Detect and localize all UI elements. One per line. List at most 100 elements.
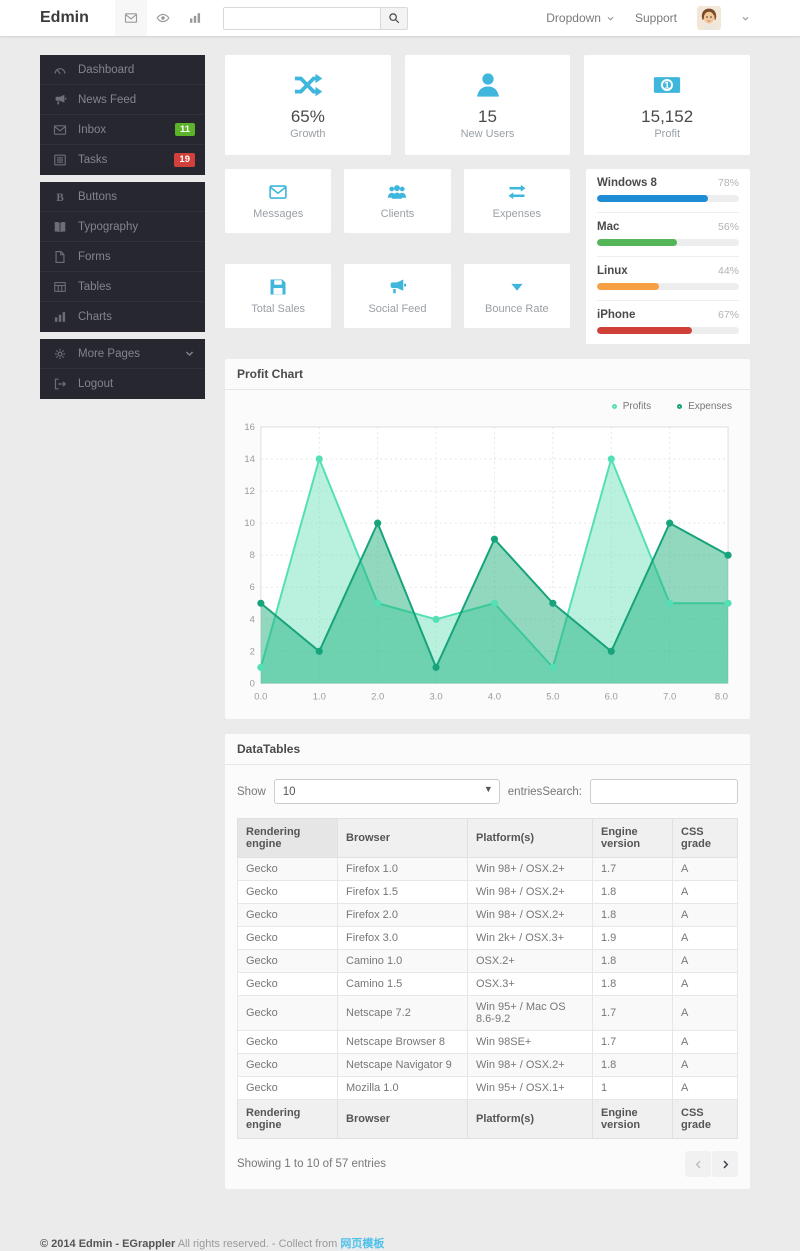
gear-icon: [53, 347, 67, 361]
stat-card-new-users: 15 New Users: [404, 55, 571, 155]
stat-label: New Users: [460, 128, 515, 140]
sidebar-item-inbox[interactable]: Inbox 11: [40, 115, 205, 145]
table-cell: Mozilla 1.0: [337, 1076, 468, 1101]
sidebar-item-dashboard[interactable]: Dashboard: [40, 55, 205, 85]
dropdown-menu[interactable]: Dropdown: [546, 11, 615, 25]
table-info: Showing 1 to 10 of 57 entries: [237, 1158, 386, 1171]
bullhorn-icon: [387, 277, 407, 297]
shuffle-icon: [293, 70, 323, 100]
sidebar-group: B Buttons Typography Forms Tables Charts: [40, 182, 205, 332]
sidebar-item-tables[interactable]: Tables: [40, 272, 205, 302]
table-cell: 1.9: [592, 926, 673, 951]
table-row: Gecko Camino 1.5 OSX.3+ 1.8 A: [237, 972, 738, 997]
chevron-right-icon: [720, 1159, 731, 1170]
sidebar-item-label: Tasks: [78, 154, 108, 166]
legend-label: Profits: [622, 401, 652, 412]
avatar[interactable]: [697, 6, 721, 30]
pagination-next-button[interactable]: [712, 1151, 738, 1178]
chevron-left-icon: [693, 1159, 704, 1170]
table-cell: A: [672, 926, 738, 951]
svg-text:12: 12: [244, 486, 255, 497]
sidebar-item-news-feed[interactable]: News Feed: [40, 85, 205, 115]
progress-bar-fill: [597, 195, 708, 202]
book-icon: [53, 220, 67, 234]
os-label: Windows 8: [597, 177, 657, 189]
table-cell: Gecko: [237, 995, 338, 1032]
eye-icon[interactable]: [147, 0, 179, 36]
search-input[interactable]: [222, 6, 381, 30]
column-footer-platform-s: Platform(s): [467, 1099, 593, 1140]
sidebar-item-charts[interactable]: Charts: [40, 302, 205, 332]
stat-value: 15: [478, 107, 497, 126]
chevron-down-icon: [606, 14, 615, 23]
legend-label: Expenses: [688, 401, 732, 412]
table-cell: Camino 1.5: [337, 972, 468, 997]
table-cell: Win 98+ / OSX.2+: [467, 857, 593, 882]
table-cell: Firefox 1.0: [337, 857, 468, 882]
table-cell: Win 98SE+: [467, 1030, 593, 1055]
support-link[interactable]: Support: [634, 11, 677, 25]
exchange-icon: [507, 182, 527, 202]
column-header-engine-version[interactable]: Engine version: [592, 818, 673, 859]
table-icon: [53, 280, 67, 294]
column-footer-rendering-engine: Rendering engine: [237, 1099, 338, 1140]
table-search-label: Search:: [542, 785, 582, 798]
bar-chart-icon[interactable]: [179, 0, 211, 36]
sidebar-item-label: More Pages: [78, 347, 141, 360]
column-header-platform-s[interactable]: Platform(s): [467, 818, 593, 859]
tile-messages[interactable]: Messages: [225, 169, 332, 233]
page-length-select[interactable]: 10: [273, 779, 500, 805]
sidebar-item-tasks[interactable]: Tasks 19: [40, 145, 205, 175]
sidebar-item-forms[interactable]: Forms: [40, 242, 205, 272]
page-footer: © 2014 Edmin - EGrappler All rights rese…: [0, 1189, 800, 1251]
svg-text:6: 6: [250, 582, 255, 593]
search-icon: [388, 12, 400, 24]
tile-label: Messages: [253, 208, 304, 220]
sidebar-item-buttons[interactable]: B Buttons: [40, 182, 205, 212]
svg-text:10: 10: [244, 518, 255, 529]
sidebar-item-more-pages[interactable]: More Pages: [40, 339, 205, 369]
brand-logo[interactable]: Edmin: [40, 9, 89, 26]
legend-marker-icon: [677, 404, 683, 409]
pagination-prev-button[interactable]: [685, 1151, 711, 1178]
svg-text:5.0: 5.0: [546, 691, 559, 702]
svg-text:7.0: 7.0: [663, 691, 676, 702]
table-cell: A: [672, 1030, 738, 1055]
table-search-input[interactable]: [590, 779, 738, 805]
table-row: Gecko Mozilla 1.0 Win 95+ / OSX.1+ 1 A: [237, 1076, 738, 1101]
table-cell: 1.8: [592, 972, 673, 997]
template-link[interactable]: 网页模板: [340, 1238, 385, 1251]
show-label: Show: [237, 785, 266, 798]
os-usage-row-linux: Linux 44%: [597, 257, 739, 301]
table-cell: Gecko: [237, 1053, 338, 1078]
tile-expenses[interactable]: Expenses: [463, 169, 570, 233]
tile-total-sales[interactable]: Total Sales: [225, 264, 332, 328]
column-header-rendering-engine[interactable]: Rendering engine: [237, 818, 338, 859]
table-cell: 1.7: [592, 1030, 673, 1055]
list-icon: [53, 153, 67, 167]
floppy-icon: [268, 277, 288, 297]
shortcut-tiles: Messages Clients Expenses Total Sales Social…: [225, 169, 570, 344]
tile-social-feed[interactable]: Social Feed: [344, 264, 451, 328]
letter-b-icon: B: [53, 190, 67, 204]
legend-item-profits: Profits: [611, 401, 652, 412]
svg-text:4: 4: [250, 614, 255, 625]
table-row: Gecko Firefox 2.0 Win 98+ / OSX.2+ 1.8 A: [237, 903, 738, 928]
sidebar-item-logout[interactable]: Logout: [40, 369, 205, 399]
table-cell: Win 98+ / OSX.2+: [467, 880, 593, 905]
datatables-title: DataTables: [225, 734, 750, 766]
table-cell: 1: [592, 1076, 673, 1101]
column-header-browser[interactable]: Browser: [337, 818, 468, 859]
table-cell: Firefox 3.0: [337, 926, 468, 951]
search-button[interactable]: [380, 6, 408, 30]
column-header-css-grade[interactable]: CSS grade: [672, 818, 738, 859]
tile-clients[interactable]: Clients: [344, 169, 451, 233]
navbar-icon-strip: [114, 0, 211, 36]
chevron-down-icon[interactable]: [741, 14, 750, 23]
messages-icon[interactable]: [114, 0, 147, 36]
table-cell: Firefox 2.0: [337, 903, 468, 928]
svg-text:B: B: [56, 191, 64, 203]
tile-bounce-rate[interactable]: Bounce Rate: [463, 264, 570, 328]
sidebar-item-typography[interactable]: Typography: [40, 212, 205, 242]
progress-bar-fill: [597, 327, 693, 334]
